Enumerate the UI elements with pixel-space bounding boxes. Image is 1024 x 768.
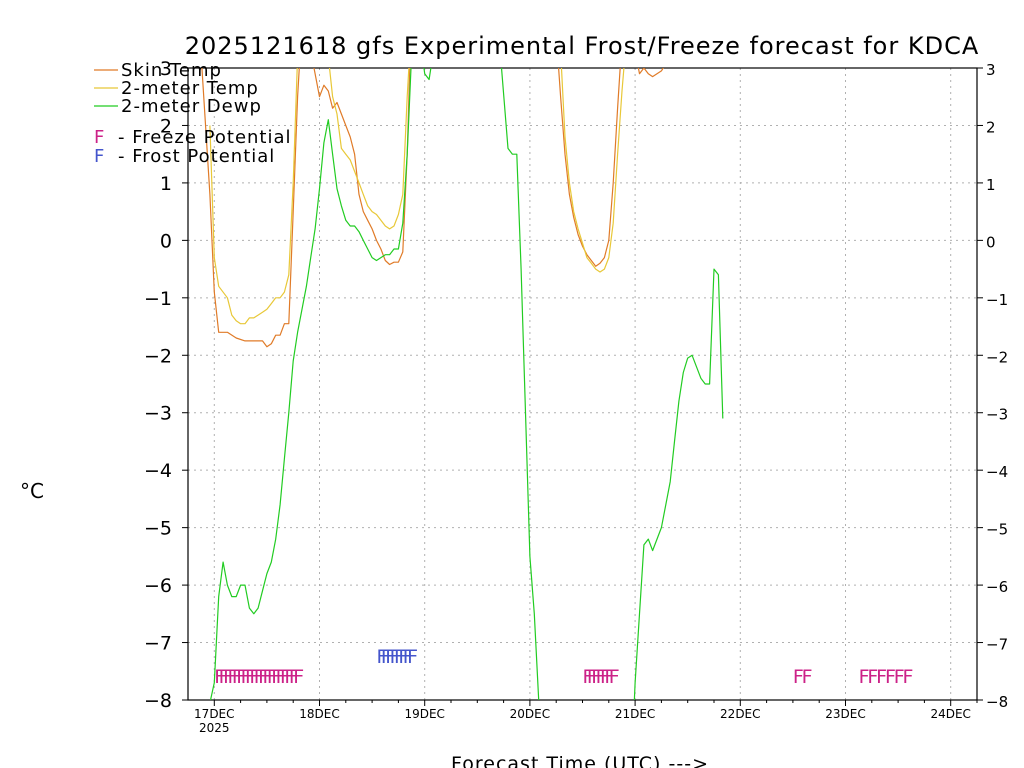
x-tick-label-18dec: 18DEC: [299, 707, 339, 721]
y-tick-label-right: −8: [986, 693, 1008, 711]
y-tick-label-left: −6: [144, 575, 172, 597]
legend-label-2m-temp: 2-meter Temp: [121, 78, 259, 99]
y-tick-label-right: −2: [986, 348, 1008, 366]
frost-marker: F: [385, 646, 396, 668]
freeze-marker: F: [223, 666, 234, 688]
frost-marker: F: [390, 646, 401, 668]
y-tick-label-right: 3: [986, 61, 996, 79]
y-tick-label-right: −4: [986, 463, 1008, 481]
freeze-marker: F: [271, 666, 282, 688]
y-tick-label-left: −7: [144, 633, 172, 655]
y-tick-label-right: 0: [986, 233, 996, 251]
freeze-marker: F: [600, 666, 611, 688]
freeze-marker: F: [867, 666, 878, 688]
freeze-marker: F: [894, 666, 905, 688]
freeze-marker: F: [596, 666, 607, 688]
freeze-marker: F: [276, 666, 287, 688]
legend-freeze-letter: F: [94, 127, 105, 148]
freeze-marker: F: [214, 666, 225, 688]
y-tick-label-left: 0: [160, 230, 172, 252]
freeze-marker: F: [289, 666, 300, 688]
freeze-marker: F: [293, 666, 304, 688]
frost-marker: F: [398, 646, 409, 668]
legend-frost-letter: F: [94, 146, 105, 167]
freeze-marker: F: [604, 666, 615, 688]
freeze-marker: F: [232, 666, 243, 688]
legend-label-2m-dewp: 2-meter Dewp: [121, 96, 262, 117]
freeze-marker: F: [280, 666, 291, 688]
legend-frost-label: - Frost Potential: [118, 146, 275, 167]
y-tick-label-left: −8: [144, 690, 172, 712]
freeze-marker: F: [793, 666, 804, 688]
freeze-marker: F: [219, 666, 230, 688]
y-axis-left: −8 −7 −6 −5 −4 −3 −2 −1 0 1 2 3: [144, 58, 188, 712]
freeze-marker: F: [609, 666, 620, 688]
y-tick-label-right: −5: [986, 521, 1008, 539]
x-tick-label-21dec: 21DEC: [615, 707, 655, 721]
grid: [188, 68, 977, 700]
legend: Skin Temp 2-meter Temp 2-meter Dewp F - …: [94, 60, 292, 167]
freeze-marker: F: [802, 666, 813, 688]
y-axis-right: −8 −7 −6 −5 −4 −3 −2 −1 0 1 2 3: [977, 61, 1008, 711]
series-2-meter-dewp: [209, 68, 724, 700]
freeze-marker: F: [267, 666, 278, 688]
y-axis-label: °C: [20, 479, 44, 503]
y-tick-label-left: 2: [160, 115, 172, 137]
freeze-marker: F: [885, 666, 896, 688]
x-tick-label-19dec: 19DEC: [404, 707, 444, 721]
y-tick-label-left: −1: [144, 288, 172, 310]
freeze-marker: F: [284, 666, 295, 688]
freeze-marker: F: [227, 666, 238, 688]
y-tick-label-right: −7: [986, 636, 1008, 654]
frost-marker: F: [376, 646, 387, 668]
chart-title: 2025121618 gfs Experimental Frost/Freeze…: [185, 32, 980, 60]
x-tick-label-22dec: 22DEC: [720, 707, 760, 721]
freeze-marker: F: [876, 666, 887, 688]
y-tick-label-left: −5: [144, 518, 172, 540]
y-tick-label-left: 1: [160, 173, 172, 195]
freeze-marker: F: [591, 666, 602, 688]
y-tick-label-right: −3: [986, 406, 1008, 424]
x-tick-label-23dec: 23DEC: [825, 707, 865, 721]
legend-freeze-label: - Freeze Potential: [118, 127, 292, 148]
series-group: [201, 68, 724, 700]
freeze-marker: F: [902, 666, 913, 688]
freeze-marker: F: [583, 666, 594, 688]
freeze-marker: F: [249, 666, 260, 688]
y-tick-label-right: −6: [986, 578, 1008, 596]
y-tick-label-left: −4: [144, 460, 172, 482]
y-tick-label-right: 2: [986, 118, 996, 136]
plot-frame: [187, 67, 978, 701]
frost-marker: F: [403, 646, 414, 668]
frost-marker: F: [394, 646, 405, 668]
x-tick-sublabel: 2025: [199, 721, 230, 735]
freeze-marker: F: [236, 666, 247, 688]
x-tick-label-24dec: 24DEC: [930, 707, 970, 721]
x-tick-label-20dec: 20DEC: [510, 707, 550, 721]
y-tick-label-right: −1: [986, 291, 1008, 309]
x-tick-label-17dec: 17DEC: [194, 707, 234, 721]
freeze-marker: F: [245, 666, 256, 688]
y-tick-label-left: 3: [160, 58, 172, 80]
series-skin-temp: [201, 68, 664, 348]
y-tick-label-left: −2: [144, 345, 172, 367]
freeze-marker: F: [258, 666, 269, 688]
freeze-marker: F: [241, 666, 252, 688]
legend-label-skin-temp: Skin Temp: [121, 60, 222, 81]
frost-marker: F: [407, 646, 418, 668]
x-axis-label: Forecast Time (UTC) --->: [451, 753, 709, 768]
freeze-marker: F: [254, 666, 265, 688]
freeze-marker: F: [859, 666, 870, 688]
y-tick-label-right: 1: [986, 176, 996, 194]
frost-marker: F: [381, 646, 392, 668]
freeze-marker: F: [263, 666, 274, 688]
series-2-meter-temp: [209, 68, 625, 325]
y-tick-label-left: −3: [144, 403, 172, 425]
freeze-marker: F: [587, 666, 598, 688]
